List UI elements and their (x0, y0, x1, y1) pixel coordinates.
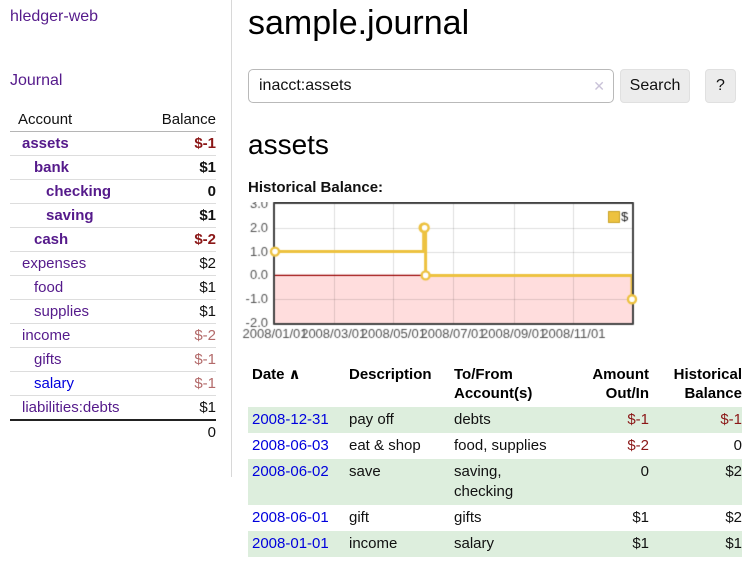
account-balance: $-1 (147, 347, 216, 372)
account-link[interactable]: assets (22, 135, 69, 152)
transaction-description: eat & shop (349, 437, 421, 454)
search-box: ✕ (248, 69, 614, 103)
sidebar-item-journal[interactable]: Journal (10, 72, 63, 89)
transaction-balance: $-1 (649, 407, 742, 433)
accounts-header-account: Account (10, 108, 148, 132)
account-row: food $1 (10, 275, 216, 300)
transaction-amount: $-1 (580, 407, 649, 433)
account-link[interactable]: salary (34, 375, 75, 392)
accounts-body: assets $-1 bank $1 checking 0 saving $1 cash $-2 e… (10, 131, 216, 420)
account-link[interactable]: liabilities:debts (22, 399, 120, 416)
account-link[interactable]: income (22, 327, 71, 344)
account-link[interactable]: gifts (34, 351, 62, 368)
transaction-description: income (345, 531, 450, 557)
transaction-date-link[interactable]: 2008-12-31 (252, 411, 329, 428)
transaction-date-link[interactable]: 2008-06-03 (252, 437, 329, 454)
account-balance: $1 (147, 203, 216, 228)
transaction-description: save (345, 459, 450, 505)
register-row: 2008-01-01 income salary $1 $1 (248, 531, 742, 557)
search-button[interactable]: Search (620, 69, 690, 103)
account-link[interactable]: checking (46, 183, 112, 200)
account-row: income $-2 (10, 323, 216, 348)
account-balance: $2 (147, 251, 216, 276)
account-row: bank $1 (10, 155, 216, 180)
account-link[interactable]: saving (46, 207, 94, 224)
transaction-balance: $2 (649, 459, 742, 505)
page-title: sample.journal (248, 4, 470, 42)
account-link[interactable]: bank (34, 159, 70, 176)
account-row: cash $-2 (10, 227, 216, 252)
accounts-total-spacer (10, 419, 148, 444)
main-content: sample.journal ✕ Search ? assets Histori… (240, 0, 742, 557)
register-header-accounts: To/From Account(s) (454, 366, 533, 402)
account-balance: $-1 (147, 131, 216, 156)
help-button[interactable]: ? (705, 69, 736, 103)
account-balance: $1 (147, 395, 216, 420)
accounts-total-row: 0 (10, 419, 216, 444)
search-input[interactable] (248, 69, 614, 103)
accounts-table: Account Balance assets $-1 bank $1 checking 0… (10, 108, 216, 444)
account-link[interactable]: cash (34, 231, 69, 248)
transaction-description: pay off (345, 407, 450, 433)
account-balance: 0 (147, 179, 216, 204)
transaction-amount: $-2 (627, 437, 649, 454)
register-header-row: Date ∧ Description To/From Account(s) Amo… (248, 365, 742, 407)
register-row: 2008-06-02 save saving, checking 0 $2 (248, 459, 742, 505)
transaction-description: gift (349, 509, 370, 526)
accounts-header-row: Account Balance (10, 108, 216, 132)
transaction-accounts: saving, checking (450, 459, 580, 505)
chart-container (240, 202, 710, 344)
search-form: ✕ Search ? (248, 69, 742, 103)
clear-search-icon[interactable]: ✕ (593, 78, 605, 94)
current-account-heading: assets (248, 129, 329, 160)
account-row: expenses $2 (10, 251, 216, 276)
register-row: 2008-06-01 gift gifts $1 $2 (248, 505, 742, 531)
transaction-accounts: debts (450, 407, 580, 433)
account-balance: $-2 (147, 323, 216, 348)
transaction-accounts: salary (450, 531, 580, 557)
accounts-total-value: 0 (147, 419, 216, 444)
transaction-accounts: food, supplies (454, 437, 547, 454)
app-title-link[interactable]: hledger-web (10, 8, 99, 25)
register-row: 2008-06-03 eat & shop food, supplies $-2 0 (248, 433, 742, 459)
transaction-date-link[interactable]: 2008-06-02 (252, 463, 329, 480)
register-table: Date ∧ Description To/From Account(s) Amo… (248, 365, 742, 557)
transaction-accounts: gifts (454, 509, 482, 526)
account-link[interactable]: supplies (34, 303, 90, 320)
account-row: liabilities:debts $1 (10, 395, 216, 420)
account-row: salary $-1 (10, 371, 216, 396)
account-balance: $-2 (147, 227, 216, 252)
register-header-date[interactable]: Date ∧ (252, 366, 301, 383)
sidebar: hledger-web Journal Account Balance asse… (0, 0, 232, 477)
transaction-balance: 0 (733, 437, 742, 454)
register-row: 2008-12-31 pay off debts $-1 $-1 (248, 407, 742, 433)
chart-title: Historical Balance: (248, 179, 384, 196)
transaction-amount: 0 (580, 459, 649, 505)
account-row: saving $1 (10, 203, 216, 228)
transaction-date-link[interactable]: 2008-01-01 (252, 535, 329, 552)
transaction-date-link[interactable]: 2008-06-01 (252, 509, 329, 526)
transaction-amount: $1 (632, 509, 649, 526)
account-row: supplies $1 (10, 299, 216, 324)
account-link[interactable]: expenses (22, 255, 87, 272)
transaction-balance: $1 (649, 531, 742, 557)
accounts-header-balance: Balance (147, 108, 216, 132)
account-balance: $1 (147, 299, 216, 324)
register-body: 2008-12-31 pay off debts $-1 $-1 2008-06-03 ea… (248, 407, 742, 557)
account-balance: $1 (147, 155, 216, 180)
historical-balance-chart[interactable] (240, 202, 710, 344)
account-link[interactable]: food (34, 279, 64, 296)
account-row: checking 0 (10, 179, 216, 204)
account-balance: $1 (147, 275, 216, 300)
account-balance: $-1 (147, 371, 216, 396)
register-header-description: Description (349, 366, 432, 383)
register-header-balance: Historical Balance (673, 366, 742, 402)
register-header-amount: Amount Out/In (592, 366, 649, 402)
transaction-amount: $1 (580, 531, 649, 557)
account-row: gifts $-1 (10, 347, 216, 372)
sort-asc-icon: ∧ (288, 366, 301, 383)
transaction-balance: $2 (725, 509, 742, 526)
account-row: assets $-1 (10, 131, 216, 156)
